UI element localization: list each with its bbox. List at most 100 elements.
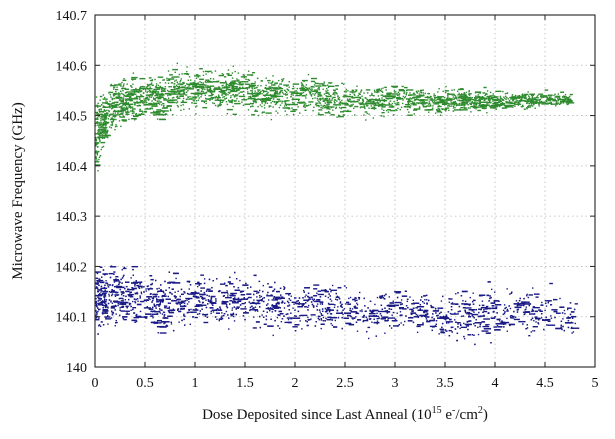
- data-point: [475, 104, 476, 105]
- data-point: [253, 100, 257, 101]
- data-point: [248, 96, 249, 97]
- data-point: [564, 99, 566, 100]
- data-point: [539, 101, 540, 102]
- data-point: [328, 111, 329, 112]
- data-point: [257, 292, 258, 293]
- data-point: [506, 102, 507, 103]
- data-point: [433, 95, 434, 96]
- data-point: [225, 81, 226, 82]
- data-point: [319, 83, 325, 84]
- data-point: [382, 87, 383, 88]
- data-point: [172, 288, 174, 289]
- data-point: [111, 121, 112, 122]
- data-point: [350, 316, 351, 317]
- data-point: [287, 89, 288, 90]
- data-point: [164, 293, 165, 294]
- data-point: [474, 98, 475, 99]
- data-point: [381, 88, 382, 89]
- data-point: [563, 102, 564, 103]
- data-point: [165, 86, 166, 87]
- data-point: [317, 98, 318, 99]
- data-point: [331, 114, 335, 115]
- data-point: [468, 99, 475, 100]
- data-point: [99, 111, 100, 112]
- data-point: [479, 102, 486, 103]
- data-point: [117, 305, 118, 306]
- data-point: [491, 98, 493, 99]
- data-point: [101, 321, 102, 322]
- data-point: [281, 79, 282, 80]
- data-point: [200, 296, 202, 297]
- data-point: [431, 317, 432, 318]
- data-point: [254, 90, 255, 91]
- data-point: [272, 75, 273, 76]
- data-point: [166, 78, 167, 79]
- data-point: [224, 76, 226, 77]
- data-point: [324, 93, 325, 94]
- data-point: [190, 312, 197, 313]
- data-point: [555, 328, 562, 329]
- data-point: [349, 94, 350, 95]
- data-point: [410, 94, 416, 95]
- data-point: [115, 322, 116, 323]
- data-point: [157, 101, 158, 102]
- data-point: [460, 107, 463, 108]
- data-point: [167, 95, 168, 96]
- data-point: [397, 100, 398, 101]
- data-point: [123, 268, 127, 269]
- data-point: [133, 72, 134, 73]
- data-point: [304, 296, 305, 297]
- data-point: [473, 104, 474, 105]
- data-point: [296, 93, 297, 94]
- data-point: [485, 98, 486, 99]
- data-point: [98, 278, 99, 279]
- data-point: [104, 285, 105, 286]
- data-point: [133, 282, 140, 283]
- data-point: [162, 300, 163, 301]
- data-point: [341, 317, 342, 318]
- data-point: [126, 313, 130, 314]
- data-point: [529, 103, 530, 104]
- data-point: [529, 305, 530, 306]
- data-point: [383, 110, 384, 111]
- data-point: [344, 102, 347, 103]
- data-point: [475, 108, 476, 109]
- data-point: [475, 92, 479, 93]
- data-point: [109, 126, 110, 127]
- data-point: [158, 296, 159, 297]
- data-point: [311, 314, 316, 315]
- data-point: [95, 271, 101, 272]
- data-point: [441, 300, 442, 301]
- data-point: [151, 311, 152, 312]
- data-point: [228, 92, 229, 93]
- data-point: [397, 313, 398, 314]
- data-point: [414, 97, 421, 98]
- data-point: [179, 93, 185, 94]
- data-point: [98, 285, 99, 286]
- data-point: [315, 89, 318, 90]
- data-point: [105, 100, 106, 101]
- data-point: [448, 105, 449, 106]
- data-point: [318, 101, 319, 102]
- data-point: [199, 294, 205, 295]
- data-point: [391, 327, 392, 328]
- data-point: [152, 79, 153, 80]
- data-point: [511, 317, 514, 318]
- data-point: [548, 95, 549, 96]
- data-point: [457, 104, 463, 105]
- data-point: [332, 109, 333, 110]
- data-point: [408, 100, 409, 101]
- data-point: [264, 95, 265, 96]
- data-point: [403, 96, 404, 97]
- data-point: [393, 101, 394, 102]
- data-point: [465, 307, 471, 308]
- data-point: [302, 80, 308, 81]
- data-point: [531, 331, 532, 332]
- data-point: [204, 102, 205, 103]
- data-point: [528, 107, 529, 108]
- data-point: [203, 71, 204, 72]
- data-point: [531, 319, 532, 320]
- data-point: [107, 284, 110, 285]
- data-point: [474, 344, 475, 345]
- data-point: [231, 309, 232, 310]
